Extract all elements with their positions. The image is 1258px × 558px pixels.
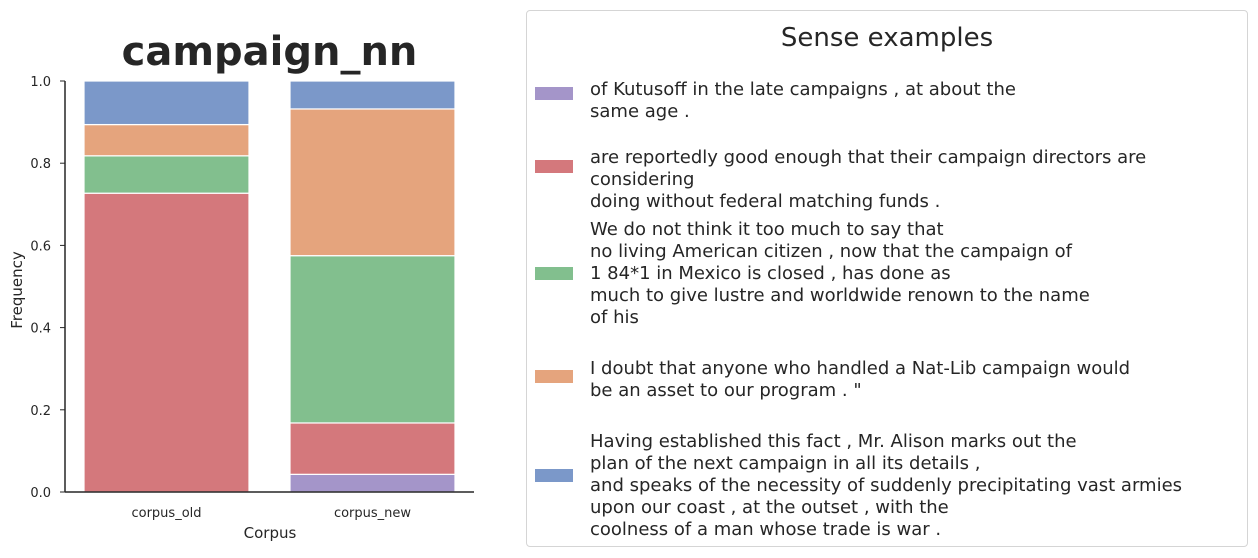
chart-title: campaign_nn bbox=[121, 29, 418, 75]
legend-label: I doubt that anyone who handled a Nat-Li… bbox=[590, 358, 1131, 401]
bar-segment-corpus_new-series-2 bbox=[289, 255, 456, 424]
legend: Sense examples of Kutusoff in the late c… bbox=[526, 10, 1248, 547]
y-axis-title: Frequency bbox=[8, 251, 26, 329]
x-axis-title: Corpus bbox=[244, 524, 297, 542]
legend-swatch bbox=[535, 87, 573, 100]
y-tick-label: 0.4 bbox=[30, 322, 51, 337]
bar-segment-corpus_old-series-3 bbox=[83, 123, 250, 157]
bar-segment-corpus_new-series-4 bbox=[289, 80, 456, 110]
y-tick-label: 0.2 bbox=[30, 404, 51, 419]
legend-label: are reportedly good enough that their ca… bbox=[590, 147, 1147, 212]
bar-segment-corpus_new-series-0 bbox=[289, 473, 456, 493]
stacked-bar-chart: 0.00.20.40.60.81.0 corpus_old corpus_new … bbox=[8, 75, 474, 542]
legend-label: Having established this fact , Mr. Aliso… bbox=[590, 431, 1183, 540]
y-tick-label: 1.0 bbox=[30, 75, 51, 90]
x-tick-label: corpus_old bbox=[131, 506, 201, 521]
legend-swatch bbox=[535, 469, 573, 482]
x-ticks: corpus_old corpus_new bbox=[131, 506, 411, 521]
bar-segment-corpus_new-series-1 bbox=[289, 422, 456, 475]
y-tick-label: 0.0 bbox=[30, 486, 51, 501]
bars-layer bbox=[83, 80, 456, 493]
bar-segment-corpus_old-series-1 bbox=[83, 192, 250, 493]
bar-segment-corpus_old-series-2 bbox=[83, 155, 250, 194]
legend-swatch bbox=[535, 370, 573, 383]
y-tick-label: 0.8 bbox=[30, 157, 51, 172]
bar-segment-corpus_new-series-3 bbox=[289, 108, 456, 257]
bar-segment-corpus_old-series-4 bbox=[83, 80, 250, 126]
x-tick-label: corpus_new bbox=[334, 506, 411, 521]
legend-swatch bbox=[535, 267, 573, 280]
legend-label: of Kutusoff in the late campaigns , at a… bbox=[590, 79, 1016, 122]
legend-label: We do not think it too much to say that … bbox=[590, 219, 1090, 328]
legend-title: Sense examples bbox=[780, 23, 994, 53]
legend-swatch bbox=[535, 160, 573, 173]
y-tick-label: 0.6 bbox=[30, 239, 51, 254]
y-ticks: 0.0 0.2 0.4 0.6 0.8 1.0 bbox=[30, 75, 65, 501]
